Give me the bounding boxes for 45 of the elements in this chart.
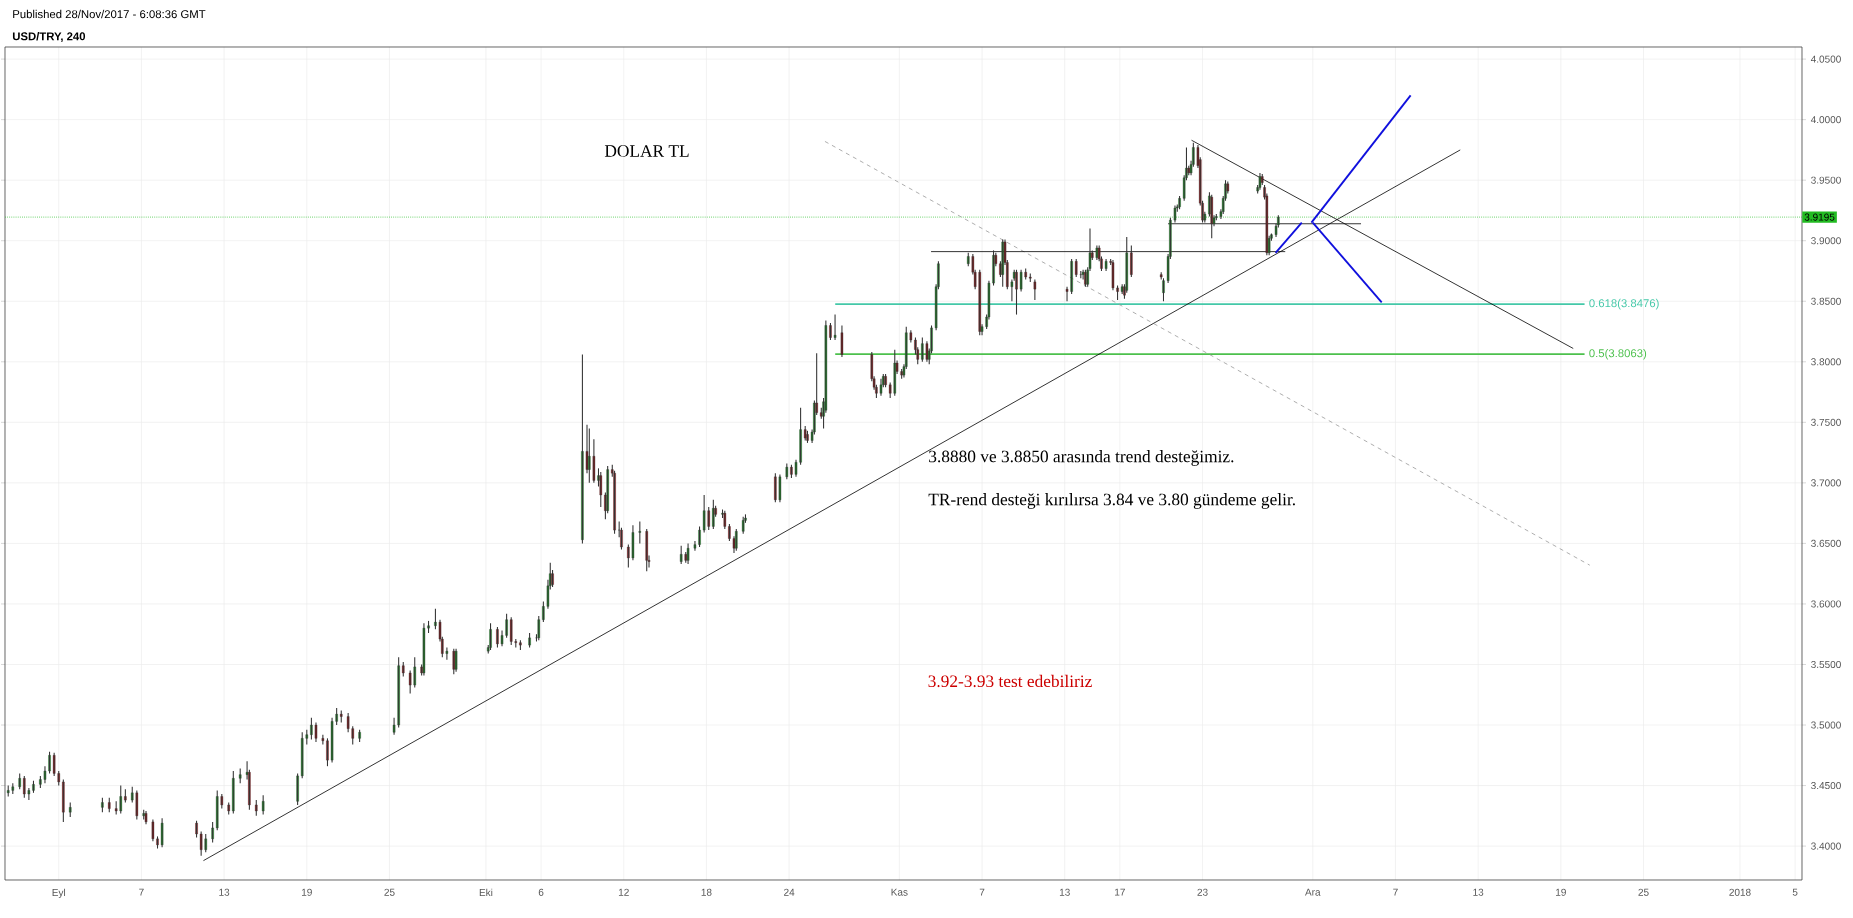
x-tick-label: 7 xyxy=(979,888,985,896)
x-tick-label: 12 xyxy=(618,888,629,896)
x-tick-label: 23 xyxy=(1197,888,1208,896)
x-tick-label: 24 xyxy=(784,888,795,896)
x-tick-label: 25 xyxy=(1638,888,1649,896)
y-tick-label: 3.5500 xyxy=(1811,660,1841,669)
annotation: TR-rend desteği kırılırsa 3.84 ve 3.80 gündeme gelir. xyxy=(928,493,1295,509)
x-tick-label: 19 xyxy=(1556,888,1566,896)
annotation: 3.92-3.93 test edebiliriz xyxy=(928,674,1092,688)
y-tick-label: 3.5000 xyxy=(1811,721,1841,729)
annotation: 3.8880 ve 3.8850 arasında trend desteğimiz. xyxy=(929,450,1234,466)
x-tick-label: 5 xyxy=(1792,888,1798,896)
y-tick-label: 3.4500 xyxy=(1811,782,1841,790)
x-tick-label: 6 xyxy=(538,888,544,896)
x-tick-label: Eki xyxy=(479,888,493,896)
annotation: DOLAR TL xyxy=(604,145,689,157)
y-tick-label: 3.9500 xyxy=(1811,176,1841,184)
y-tick-label: 3.4000 xyxy=(1811,842,1841,850)
x-tick-label: 13 xyxy=(219,888,230,896)
chart-title: USD/TRY, 240 xyxy=(12,32,86,42)
y-tick-label: 3.8500 xyxy=(1811,297,1841,305)
x-tick-label: Kas xyxy=(891,888,908,896)
y-tick-label: 3.6000 xyxy=(1811,600,1841,608)
y-tick-label: 4.0500 xyxy=(1810,55,1841,63)
x-tick-label: 13 xyxy=(1059,888,1070,896)
ref-line-label: 3.9195 xyxy=(1804,213,1835,221)
y-tick-label: 3.6500 xyxy=(1811,539,1841,547)
y-tick-label: 3.7500 xyxy=(1811,418,1841,426)
ref-line-label: 0.5(3.8063) xyxy=(1589,348,1647,360)
x-tick-label: 18 xyxy=(701,888,712,896)
x-tick-label: 13 xyxy=(1473,888,1484,896)
x-tick-label: 7 xyxy=(1393,888,1398,896)
chart-subtitle: Published 28/Nov/2017 - 6:08:36 GMT xyxy=(13,9,206,19)
y-tick-label: 3.9000 xyxy=(1811,237,1841,245)
x-tick-label: Eyl xyxy=(52,888,66,899)
y-tick-label: 3.7000 xyxy=(1811,479,1841,487)
y-tick-label: 3.8000 xyxy=(1811,358,1841,366)
x-tick-label: 19 xyxy=(301,888,312,896)
y-tick-label: 4.0000 xyxy=(1810,116,1841,124)
x-tick-label: 25 xyxy=(384,888,395,896)
x-tick-label: 17 xyxy=(1115,888,1125,896)
ref-line-label: 0.618(3.8476) xyxy=(1589,298,1659,310)
x-tick-label: 2018 xyxy=(1729,888,1751,896)
x-tick-label: 7 xyxy=(139,888,144,896)
x-tick-label: Ara xyxy=(1305,888,1321,896)
